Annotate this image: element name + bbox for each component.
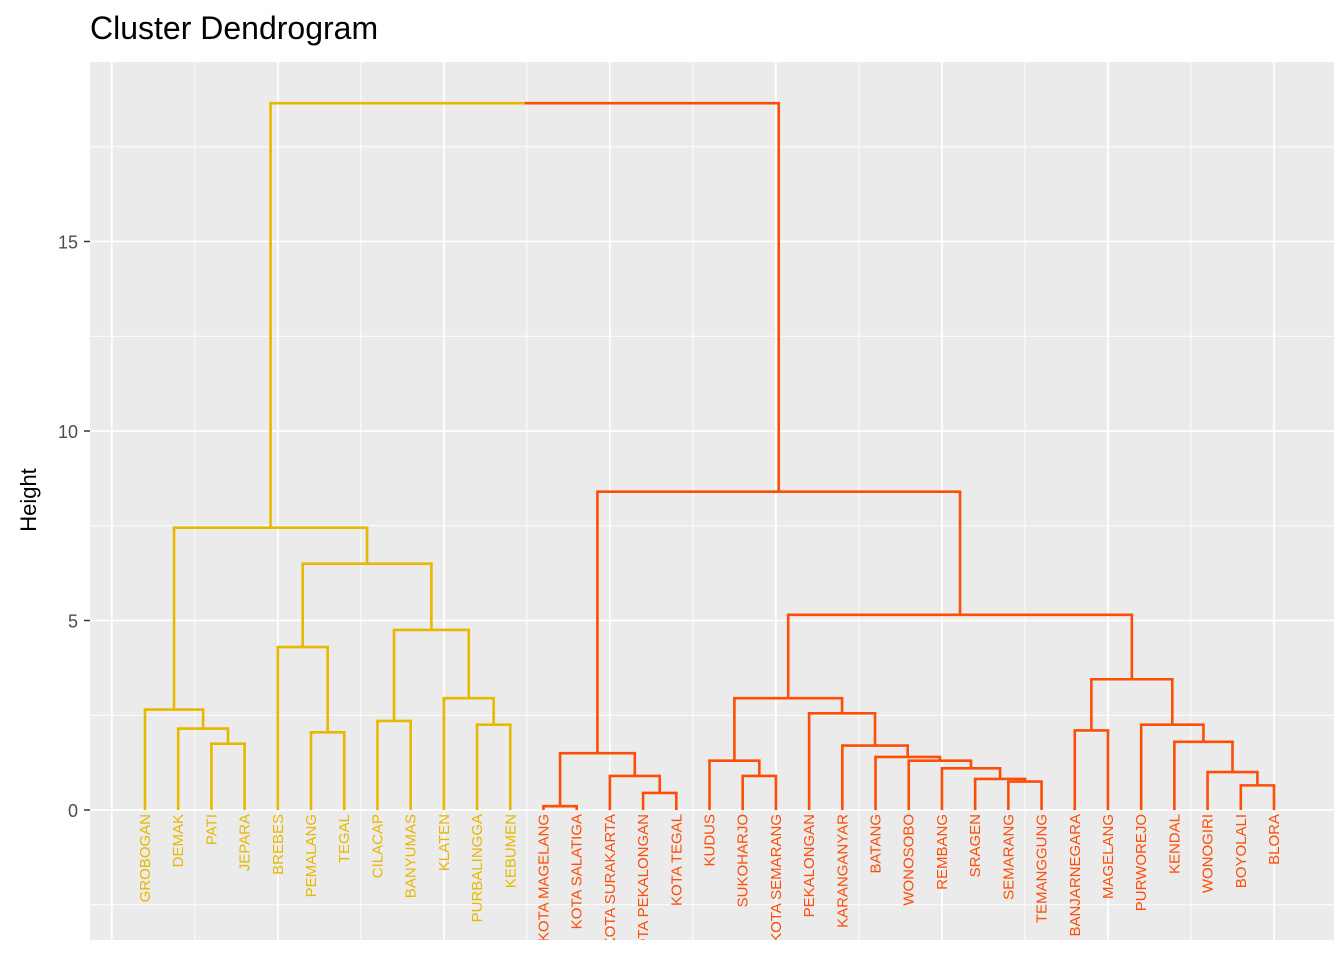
leaf-label: BANJARNEGARA bbox=[1067, 814, 1084, 937]
leaf-label: SUKOHARJO bbox=[735, 814, 752, 907]
leaf-label: KOTA SALATIGA bbox=[569, 814, 586, 929]
leaf-label: KOTA TEGAL bbox=[668, 814, 685, 906]
y-tick-label: 10 bbox=[58, 422, 78, 442]
leaf-label: BATANG bbox=[868, 814, 885, 873]
leaf-label: KUDUS bbox=[702, 814, 719, 867]
leaf-label: KARANGANYAR bbox=[834, 814, 851, 928]
y-axis-title: Height bbox=[16, 468, 41, 532]
chart-title: Cluster Dendrogram bbox=[90, 10, 379, 46]
leaf-label: KEBUMEN bbox=[502, 814, 519, 888]
leaf-label: BREBES bbox=[270, 814, 287, 875]
leaf-label: WONOSOBO bbox=[901, 814, 918, 906]
leaf-label: TEMANGGUNG bbox=[1034, 814, 1051, 923]
y-tick-label: 0 bbox=[68, 801, 78, 821]
leaf-label: PURWOREJO bbox=[1133, 814, 1150, 911]
leaf-label: CILACAP bbox=[369, 814, 386, 878]
leaf-label: DEMAK bbox=[170, 814, 187, 867]
leaf-label: MAGELANG bbox=[1100, 814, 1117, 899]
leaf-label: KLATEN bbox=[436, 814, 453, 871]
leaf-label: BANYUMAS bbox=[403, 814, 420, 898]
leaf-label: KOTA PEKALONGAN bbox=[635, 814, 652, 960]
y-tick-label: 15 bbox=[58, 233, 78, 253]
leaf-label: PEKALONGAN bbox=[801, 814, 818, 917]
leaf-label: WONOGIRI bbox=[1200, 814, 1217, 893]
leaf-label: KOTA SEMARANG bbox=[768, 814, 785, 943]
leaf-label: BLORA bbox=[1266, 814, 1283, 865]
leaf-label: PURBALINGGA bbox=[469, 814, 486, 922]
y-tick-label: 5 bbox=[68, 612, 78, 632]
leaf-labels: GROBOGAN DEMAK PATI JEPARA BREBES PEMALANG TEG… bbox=[137, 814, 1283, 960]
plot-panel bbox=[90, 62, 1334, 940]
leaf-label: BOYOLALI bbox=[1233, 814, 1250, 888]
dendrogram-branches bbox=[143, 101, 1276, 810]
leaf-label: KENDAL bbox=[1166, 814, 1183, 874]
leaf-label: TEGAL bbox=[336, 814, 353, 863]
y-axis: 0 5 10 15 bbox=[58, 233, 90, 821]
leaf-label: JEPARA bbox=[237, 814, 254, 871]
leaf-label: KOTA MAGELANG bbox=[535, 814, 552, 942]
leaf-label: SRAGEN bbox=[967, 814, 984, 877]
leaf-label: REMBANG bbox=[934, 814, 951, 890]
leaf-label: KOTA SURAKARTA bbox=[602, 814, 619, 947]
leaf-label: GROBOGAN bbox=[137, 814, 154, 902]
leaf-label: PEMALANG bbox=[303, 814, 320, 897]
leaf-label: SEMARANG bbox=[1000, 814, 1017, 900]
leaf-label: PATI bbox=[203, 814, 220, 845]
